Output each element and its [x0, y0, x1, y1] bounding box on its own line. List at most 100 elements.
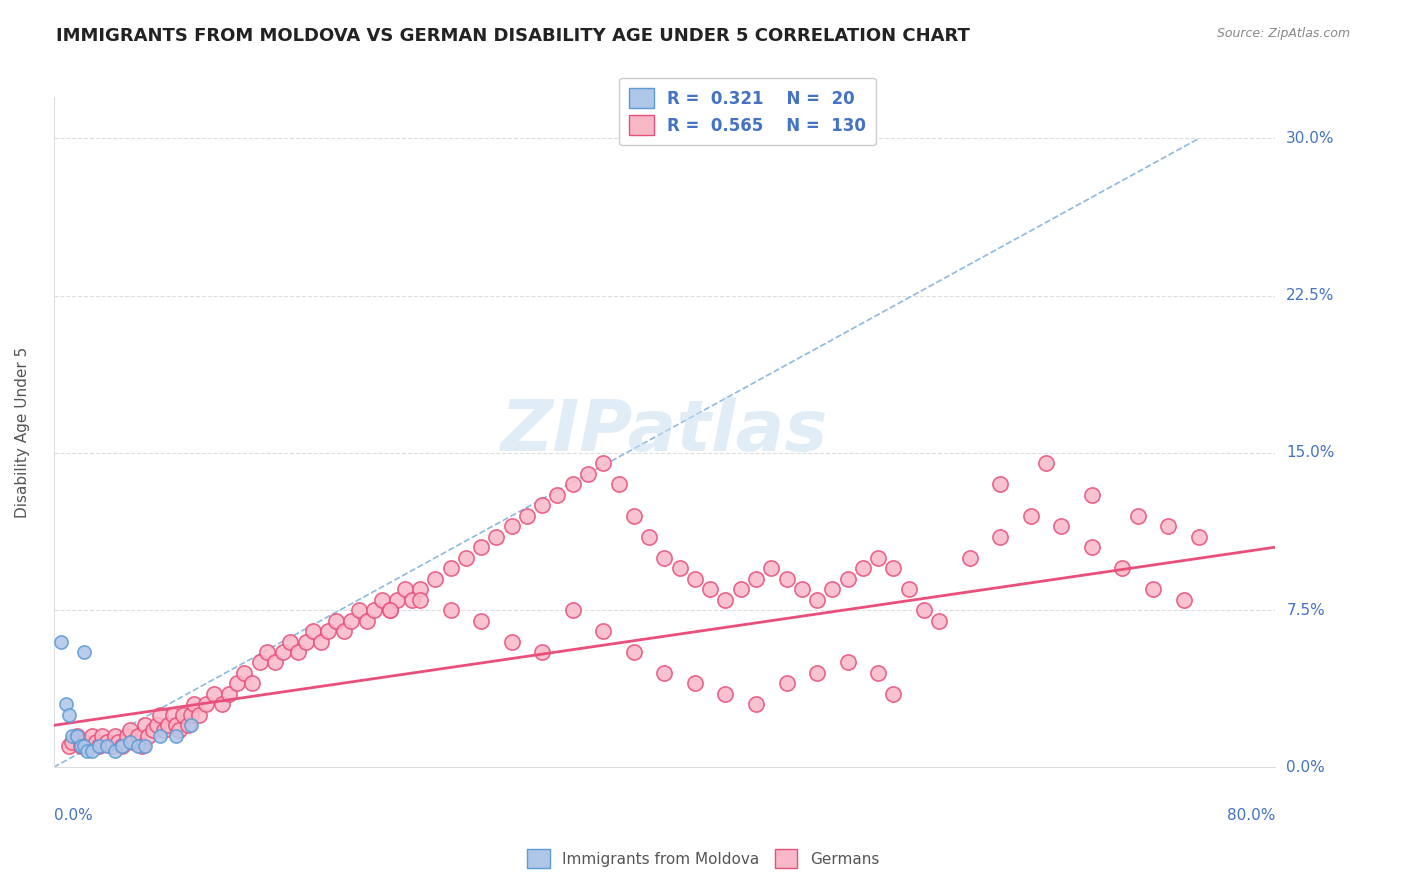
- Point: [1035, 456, 1057, 470]
- Point: [1188, 530, 1211, 544]
- Point: [837, 572, 859, 586]
- Point: [100, 739, 122, 754]
- Text: 22.5%: 22.5%: [1286, 288, 1334, 303]
- Point: [149, 729, 172, 743]
- Point: [73, 735, 96, 749]
- Point: [134, 718, 156, 732]
- Point: [70, 739, 93, 754]
- Point: [58, 739, 80, 754]
- Point: [167, 723, 190, 737]
- Point: [501, 634, 523, 648]
- Point: [70, 739, 93, 754]
- Point: [60, 735, 83, 749]
- Point: [195, 698, 218, 712]
- Point: [111, 739, 134, 754]
- Text: 0.0%: 0.0%: [1286, 760, 1324, 775]
- Point: [409, 592, 432, 607]
- Point: [439, 561, 461, 575]
- Point: [218, 687, 240, 701]
- Point: [180, 707, 202, 722]
- Point: [516, 508, 538, 523]
- Point: [1157, 519, 1180, 533]
- Point: [714, 592, 737, 607]
- Point: [211, 698, 233, 712]
- Point: [80, 729, 103, 743]
- Point: [668, 561, 690, 575]
- Point: [775, 572, 797, 586]
- Point: [325, 614, 347, 628]
- Text: 0.0%: 0.0%: [53, 807, 93, 822]
- Point: [294, 634, 316, 648]
- Text: 30.0%: 30.0%: [1286, 131, 1334, 146]
- Point: [162, 707, 184, 722]
- Point: [89, 739, 111, 754]
- Point: [761, 561, 783, 575]
- Legend: R =  0.321    N =  20, R =  0.565    N =  130: R = 0.321 N = 20, R = 0.565 N = 130: [619, 78, 876, 145]
- Point: [187, 707, 209, 722]
- Point: [118, 735, 141, 749]
- Point: [1019, 508, 1042, 523]
- Point: [683, 572, 706, 586]
- Point: [592, 456, 614, 470]
- Point: [912, 603, 935, 617]
- Point: [868, 665, 890, 680]
- Point: [76, 739, 98, 754]
- Text: Source: ZipAtlas.com: Source: ZipAtlas.com: [1216, 27, 1350, 40]
- Point: [146, 718, 169, 732]
- Point: [58, 707, 80, 722]
- Point: [107, 735, 129, 749]
- Point: [699, 582, 721, 596]
- Point: [183, 698, 205, 712]
- Point: [852, 561, 875, 575]
- Point: [470, 614, 492, 628]
- Point: [806, 665, 828, 680]
- Point: [340, 614, 363, 628]
- Point: [152, 723, 174, 737]
- Point: [91, 729, 114, 743]
- Point: [378, 603, 401, 617]
- Point: [302, 624, 325, 638]
- Point: [485, 530, 508, 544]
- Point: [1081, 540, 1104, 554]
- Point: [425, 572, 447, 586]
- Point: [118, 723, 141, 737]
- Point: [385, 592, 408, 607]
- Point: [136, 729, 159, 743]
- Point: [111, 739, 134, 754]
- Point: [115, 729, 138, 743]
- Point: [623, 645, 645, 659]
- Text: IMMIGRANTS FROM MOLDOVA VS GERMAN DISABILITY AGE UNDER 5 CORRELATION CHART: IMMIGRANTS FROM MOLDOVA VS GERMAN DISABI…: [56, 27, 970, 45]
- Point: [454, 550, 477, 565]
- Point: [65, 729, 87, 743]
- Point: [730, 582, 752, 596]
- Point: [868, 550, 890, 565]
- Point: [654, 550, 676, 565]
- Point: [371, 592, 394, 607]
- Point: [928, 614, 950, 628]
- Point: [356, 614, 378, 628]
- Point: [882, 561, 904, 575]
- Point: [287, 645, 309, 659]
- Text: 15.0%: 15.0%: [1286, 445, 1334, 460]
- Point: [714, 687, 737, 701]
- Point: [623, 508, 645, 523]
- Point: [1111, 561, 1133, 575]
- Text: ZIPatlas: ZIPatlas: [501, 398, 828, 467]
- Point: [180, 718, 202, 732]
- Point: [65, 729, 87, 743]
- Point: [240, 676, 263, 690]
- Point: [988, 477, 1011, 491]
- Point: [638, 530, 661, 544]
- Point: [127, 739, 149, 754]
- Point: [165, 729, 187, 743]
- Point: [1081, 488, 1104, 502]
- Point: [122, 735, 145, 749]
- Legend: Immigrants from Moldova, Germans: Immigrants from Moldova, Germans: [519, 841, 887, 875]
- Point: [80, 743, 103, 757]
- Point: [959, 550, 981, 565]
- Point: [332, 624, 354, 638]
- Point: [401, 592, 423, 607]
- Point: [172, 707, 194, 722]
- Point: [683, 676, 706, 690]
- Point: [233, 665, 256, 680]
